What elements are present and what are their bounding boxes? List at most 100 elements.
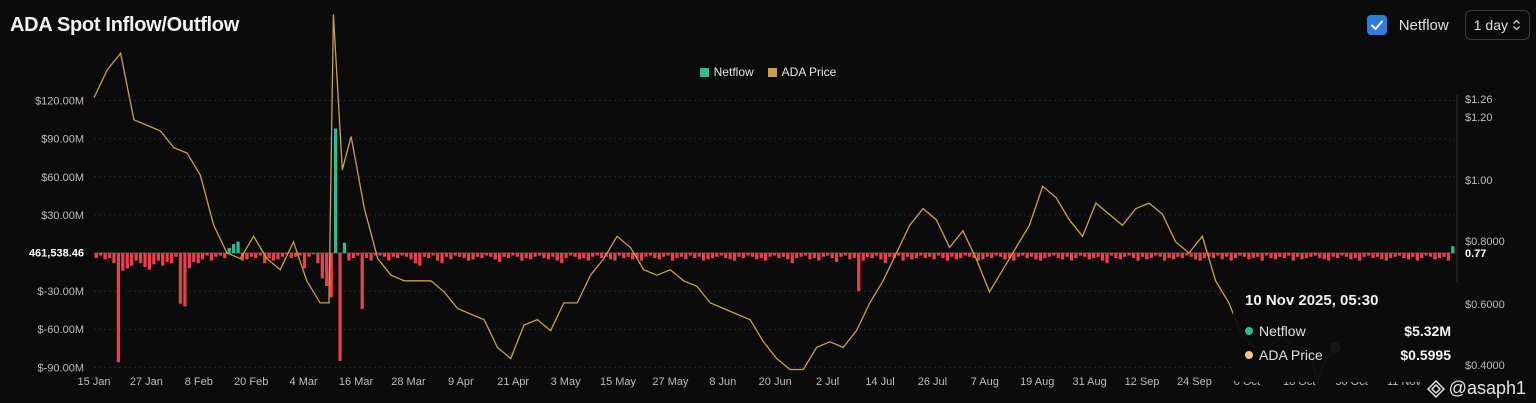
- netflow-bar: [936, 253, 941, 256]
- x-tick-label: 15 May: [600, 376, 637, 388]
- chart-legend: Netflow ADA Price: [0, 65, 1536, 79]
- y-left-tick-label: $120.00M: [35, 96, 84, 108]
- netflow-bar: [564, 253, 568, 259]
- netflow-bar: [923, 253, 927, 259]
- netflow-bar: [307, 253, 311, 257]
- netflow-bar: [573, 253, 577, 257]
- chart-title: ADA Spot Inflow/Outflow: [10, 14, 239, 36]
- netflow-bar: [329, 253, 333, 298]
- netflow-bar: [741, 253, 746, 259]
- netflow-bar: [378, 253, 382, 256]
- netflow-bar: [285, 253, 289, 255]
- netflow-bar: [351, 253, 355, 259]
- netflow-checkbox-label[interactable]: Netflow: [1398, 16, 1449, 34]
- x-tick-label: 2 Jul: [816, 376, 839, 388]
- netflow-bar: [542, 253, 546, 259]
- netflow-bar: [852, 253, 856, 259]
- x-tick-label: 7 Aug: [971, 376, 999, 388]
- y-right-tick-label: $0.4000: [1465, 360, 1505, 372]
- netflow-bar: [232, 244, 236, 253]
- netflow-bar: [1078, 253, 1083, 256]
- netflow-bar: [245, 253, 249, 260]
- netflow-bar: [706, 253, 710, 260]
- netflow-bar: [1229, 253, 1233, 261]
- netflow-bar: [1442, 253, 1446, 257]
- netflow-bar: [200, 253, 205, 260]
- x-tick-label: 9 Apr: [448, 376, 474, 388]
- netflow-bar: [1251, 253, 1255, 259]
- netflow-bar: [1287, 253, 1291, 256]
- netflow-bar: [861, 253, 865, 261]
- tooltip-row-netflow: Netflow $5.32M: [1245, 323, 1451, 339]
- netflow-bar: [848, 253, 852, 260]
- netflow-bar: [196, 253, 200, 264]
- legend-item-ada-price[interactable]: ADA Price: [767, 65, 836, 79]
- netflow-bar: [466, 253, 471, 261]
- netflow-bar: [311, 253, 316, 255]
- netflow-bar: [675, 253, 679, 259]
- netflow-bar: [994, 253, 998, 256]
- netflow-bar: [883, 253, 887, 264]
- netflow-bar: [879, 253, 883, 260]
- netflow-bar: [413, 253, 418, 264]
- netflow-bar: [1264, 253, 1269, 256]
- netflow-bar: [347, 253, 351, 261]
- netflow-bar: [693, 253, 697, 259]
- legend-item-netflow[interactable]: Netflow: [699, 65, 754, 79]
- netflow-bar: [1038, 253, 1043, 261]
- netflow-bar: [400, 253, 404, 256]
- netflow-bar: [1189, 253, 1193, 257]
- checkmark-icon: [1370, 20, 1383, 30]
- netflow-bar: [821, 253, 825, 257]
- netflow-bar: [1362, 253, 1366, 257]
- netflow-bar: [524, 253, 528, 259]
- netflow-bar: [537, 253, 542, 256]
- watermark: @asaph1: [1426, 378, 1526, 399]
- netflow-checkbox[interactable]: [1366, 15, 1387, 35]
- netflow-bar: [1375, 253, 1380, 257]
- netflow-bar: [870, 253, 874, 259]
- netflow-bar: [1154, 253, 1158, 256]
- y-left-tick-label: $30.00M: [41, 210, 84, 222]
- tooltip-name-ada-price: ADA Price: [1259, 347, 1323, 363]
- netflow-bar: [599, 253, 604, 259]
- netflow-bar: [1043, 253, 1047, 259]
- netflow-bar: [498, 253, 502, 262]
- binance-diamond-icon: [1426, 379, 1445, 398]
- netflow-bar: [808, 253, 812, 260]
- netflow-bar: [1437, 253, 1442, 259]
- price-line-group: [93, 14, 1341, 383]
- netflow-bar: [453, 253, 457, 256]
- netflow-bar: [1296, 253, 1300, 257]
- netflow-bar: [546, 253, 551, 260]
- netflow-bar: [205, 253, 209, 256]
- netflow-bar: [617, 253, 621, 256]
- netflow-bar: [1061, 253, 1065, 260]
- netflow-bar: [116, 253, 120, 363]
- netflow-bar: [670, 253, 675, 261]
- netflow-bar: [910, 253, 914, 260]
- netflow-bar: [701, 253, 706, 261]
- netflow-bar: [812, 253, 817, 259]
- netflow-bar: [635, 253, 639, 259]
- netflow-bar: [240, 253, 245, 261]
- netflow-bar: [99, 253, 103, 256]
- netflow-bar: [1318, 253, 1322, 259]
- netflow-bar: [435, 253, 440, 261]
- netflow-bar: [214, 253, 218, 257]
- netflow-bar: [950, 253, 954, 257]
- period-select[interactable]: 1 day: [1464, 10, 1530, 40]
- netflow-bar: [830, 253, 834, 259]
- netflow-bar: [1171, 253, 1176, 260]
- netflow-bar: [511, 253, 515, 256]
- netflow-bar: [1397, 253, 1402, 256]
- netflow-bar: [1194, 253, 1198, 260]
- netflow-bar: [684, 253, 688, 260]
- netflow-bar: [1211, 253, 1216, 259]
- netflow-bar: [657, 253, 661, 260]
- tooltip-row-ada-price: ADA Price $0.5995: [1245, 347, 1451, 363]
- netflow-bar: [786, 253, 790, 260]
- netflow-bar: [484, 253, 488, 256]
- netflow-bar: [1065, 253, 1069, 257]
- netflow-bar: [1034, 253, 1038, 260]
